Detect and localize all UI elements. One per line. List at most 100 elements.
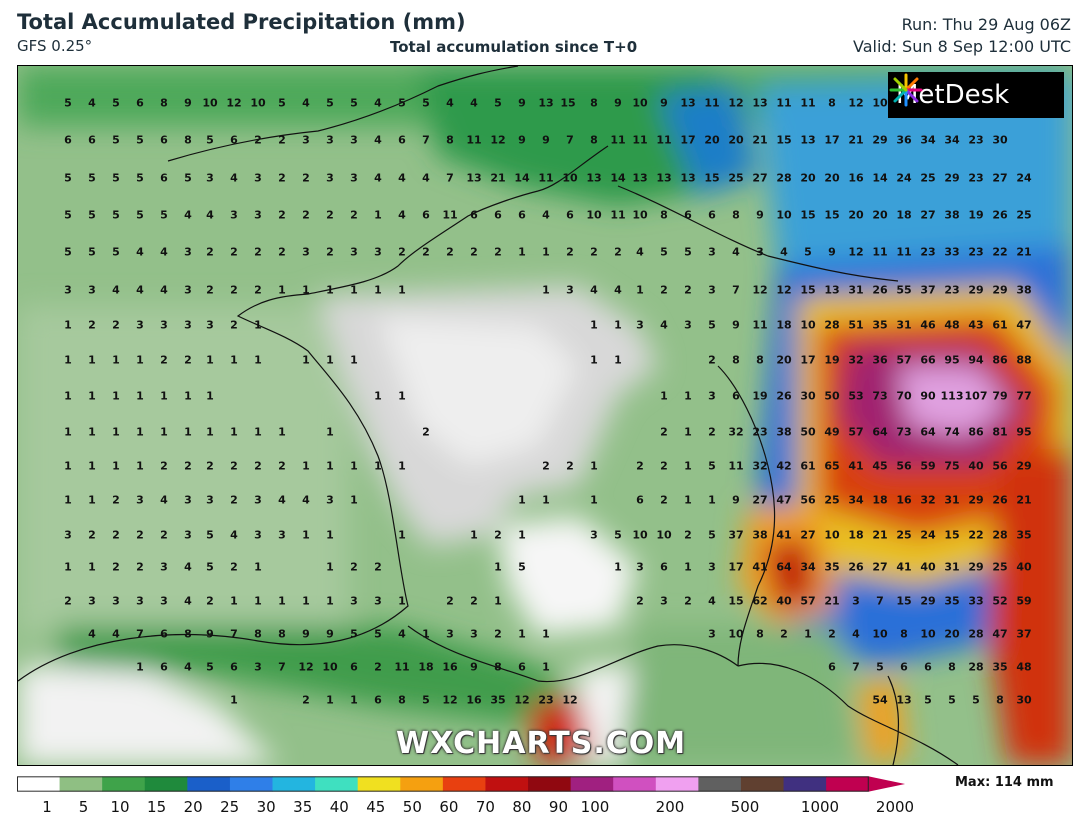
- precip-value: 10: [728, 627, 744, 641]
- precip-value: 4: [184, 660, 192, 674]
- precip-value: 10: [800, 318, 816, 332]
- precip-value: 9: [184, 96, 192, 110]
- precip-value: 4: [542, 208, 550, 222]
- precip-value: 4: [446, 96, 454, 110]
- precip-value: 1: [374, 283, 382, 297]
- precip-value: 5: [350, 627, 358, 641]
- precip-value: 55: [896, 283, 912, 297]
- legend-tick-label: 25: [220, 798, 240, 816]
- legend-swatch: [102, 776, 146, 792]
- precip-value: 19: [824, 353, 840, 367]
- legend-tick-label: 60: [439, 798, 459, 816]
- precip-value: 95: [944, 353, 960, 367]
- precip-value: 2: [206, 283, 214, 297]
- precip-value: 1: [184, 425, 192, 439]
- precip-value: 4: [160, 493, 168, 507]
- precip-value: 20: [728, 133, 744, 147]
- precip-value: 5: [206, 660, 214, 674]
- precip-value: 1: [64, 425, 72, 439]
- precip-value: 40: [776, 594, 792, 608]
- precip-value: 88: [1016, 353, 1032, 367]
- precip-value: 3: [374, 245, 382, 259]
- precip-value: 3: [206, 493, 214, 507]
- precip-value: 15: [728, 594, 744, 608]
- precip-value: 7: [446, 171, 454, 185]
- precip-value: 52: [992, 594, 1008, 608]
- precip-value: 2: [254, 283, 262, 297]
- precip-value: 11: [538, 171, 554, 185]
- precip-value: 62: [752, 594, 768, 608]
- metdesk-logo-text: MetDesk: [896, 80, 1010, 110]
- precip-value: 4: [732, 245, 740, 259]
- precip-value: 1: [206, 389, 214, 403]
- precip-value: 18: [872, 493, 888, 507]
- precip-value: 18: [896, 208, 912, 222]
- precip-value: 5: [494, 96, 502, 110]
- precip-value: 5: [326, 96, 334, 110]
- precip-value: 86: [992, 353, 1008, 367]
- legend-tick-label: 45: [366, 798, 386, 816]
- precip-value: 57: [848, 425, 864, 439]
- precip-value: 2: [446, 594, 454, 608]
- precip-value: 9: [732, 318, 740, 332]
- precipitation-map[interactable]: MetDesk 5 4 5 6 8 9 10 12 10 5 4 5 5 4 5 5 4 4 5 9 13 15 8 9 10 9…: [17, 65, 1073, 766]
- precip-value: 15: [896, 594, 912, 608]
- precip-value: 13: [632, 171, 648, 185]
- precip-value: 4: [780, 245, 788, 259]
- precip-value: 8: [184, 133, 192, 147]
- precip-value: 29: [920, 594, 936, 608]
- precip-value: 6: [160, 133, 168, 147]
- precip-value: 14: [610, 171, 626, 185]
- precip-value: 42: [776, 459, 792, 473]
- precip-value: 7: [876, 594, 884, 608]
- precip-value: 23: [968, 133, 984, 147]
- precip-value: 5: [350, 96, 358, 110]
- precip-value: 4: [470, 96, 478, 110]
- precip-value: 14: [872, 171, 888, 185]
- precip-value: 2: [470, 594, 478, 608]
- legend-tick-label: 10: [110, 798, 130, 816]
- precip-value: 3: [660, 594, 668, 608]
- precip-value: 1: [160, 425, 168, 439]
- precip-value: 23: [538, 693, 554, 707]
- precip-value: 5: [112, 171, 120, 185]
- precip-value: 3: [350, 594, 358, 608]
- precip-value: 15: [560, 96, 576, 110]
- precip-value: 2: [566, 459, 574, 473]
- precip-value: 11: [800, 96, 816, 110]
- precip-value: 3: [636, 318, 644, 332]
- precip-value: 4: [302, 493, 310, 507]
- precip-value: 2: [614, 245, 622, 259]
- precip-value: 8: [948, 660, 956, 674]
- precip-value: 8: [756, 353, 764, 367]
- precip-value: 5: [136, 208, 144, 222]
- precip-value: 1: [88, 459, 96, 473]
- chart-subtitle: Total accumulation since T+0: [390, 38, 638, 56]
- precip-value: 24: [896, 171, 912, 185]
- precip-value: 1: [206, 353, 214, 367]
- model-label: GFS 0.25°: [17, 37, 93, 55]
- precip-value: 32: [728, 425, 744, 439]
- precip-value: 3: [254, 171, 262, 185]
- precip-value: 25: [920, 171, 936, 185]
- precip-value: 30: [800, 389, 816, 403]
- precip-value: 7: [136, 627, 144, 641]
- precip-value: 4: [112, 627, 120, 641]
- precip-value: 35: [1016, 528, 1032, 542]
- precip-value: 23: [752, 425, 768, 439]
- precip-value: 2: [422, 245, 430, 259]
- precip-value: 70: [896, 389, 912, 403]
- precip-value: 10: [250, 96, 266, 110]
- precip-value: 10: [632, 528, 648, 542]
- legend-tick-label: 500: [730, 798, 760, 816]
- precip-value: 12: [490, 133, 506, 147]
- precip-value: 28: [776, 171, 792, 185]
- precip-value: 4: [88, 627, 96, 641]
- precip-value: 2: [350, 560, 358, 574]
- precip-value: 5: [88, 245, 96, 259]
- precip-value: 4: [374, 133, 382, 147]
- precip-value: 21: [848, 133, 864, 147]
- precip-value: 11: [752, 318, 768, 332]
- precip-value: 5: [398, 96, 406, 110]
- precip-value: 2: [254, 133, 262, 147]
